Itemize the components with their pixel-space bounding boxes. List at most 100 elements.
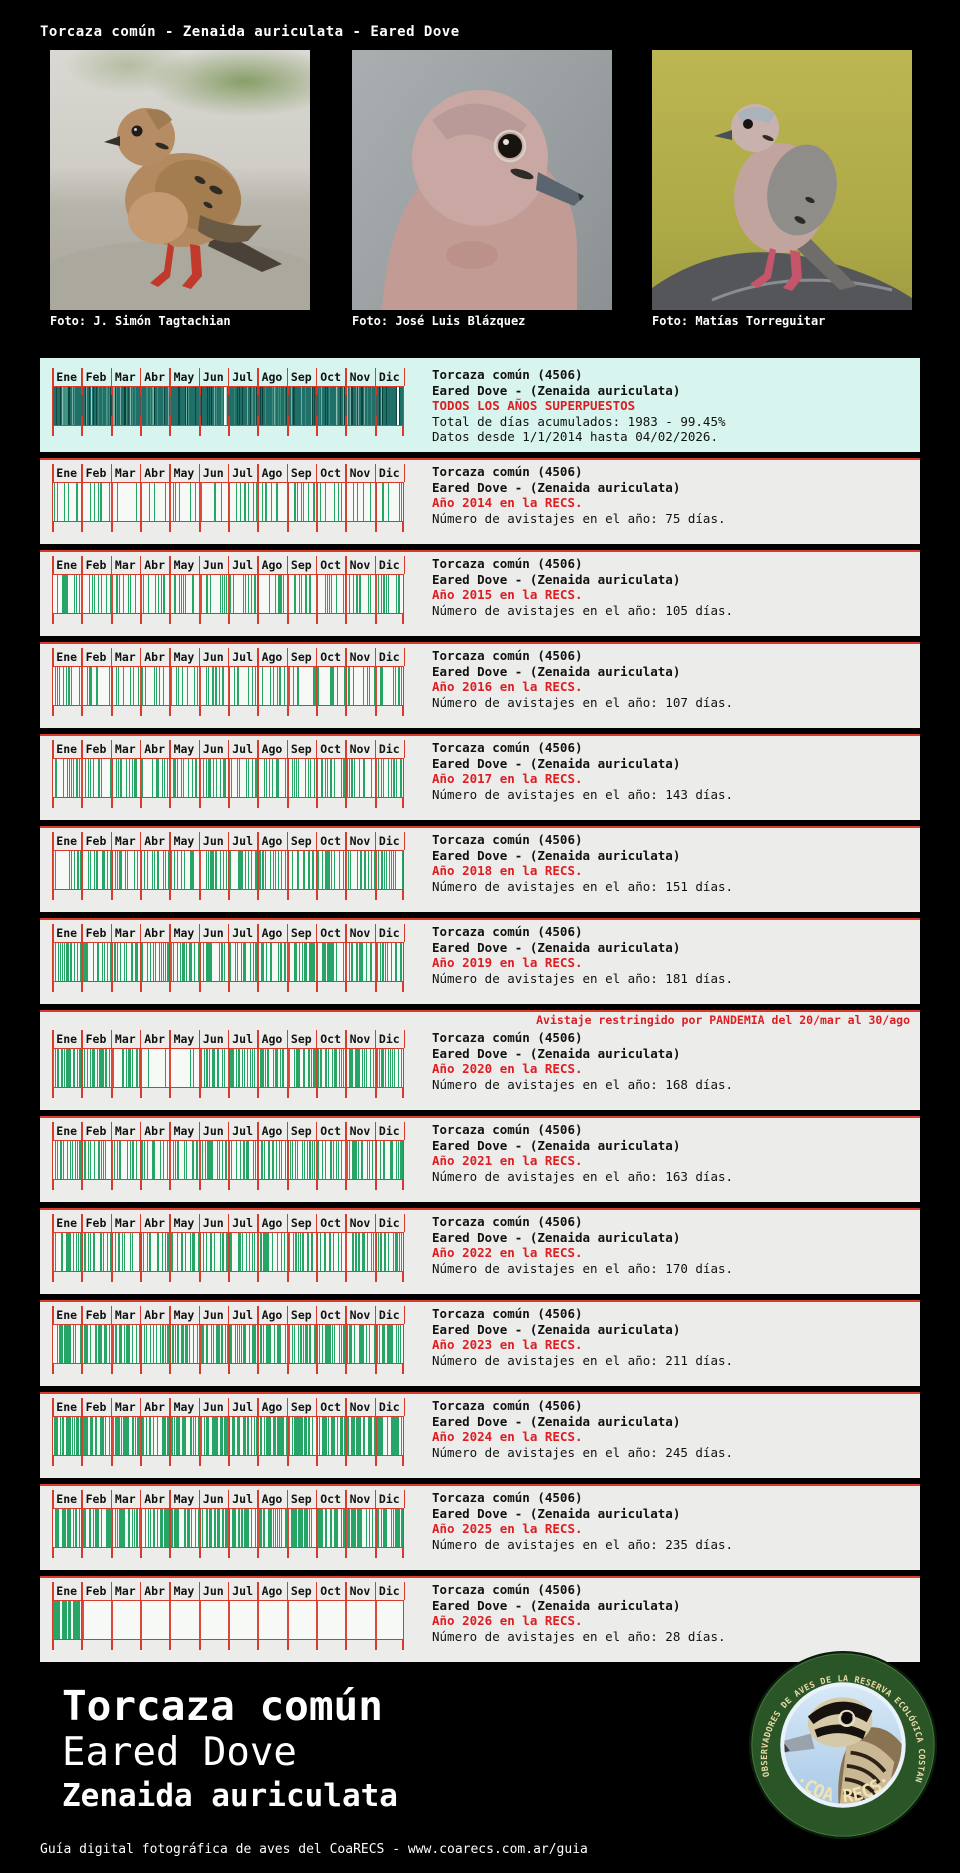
month-label: Dic bbox=[378, 558, 400, 572]
sighting-day-bar bbox=[223, 759, 226, 797]
month-label: Nov bbox=[349, 742, 371, 756]
year-panel-2025: Ene Feb Mar Abr May Jun Jul Ago Sep Oct Nov Dic Tor… bbox=[40, 1484, 920, 1570]
overlay-streak bbox=[97, 387, 99, 425]
month-header-divider bbox=[81, 1306, 83, 1324]
sighting-day-bar bbox=[54, 1509, 60, 1547]
sighting-day-bar bbox=[214, 483, 216, 521]
month-divider bbox=[110, 667, 113, 705]
month-label: Ene bbox=[56, 1492, 78, 1506]
sighting-day-bar bbox=[277, 667, 279, 705]
days-count-line: Número de avistajes en el año: 28 días. bbox=[432, 1628, 726, 1644]
month-label: Oct bbox=[320, 1584, 342, 1598]
month-tick bbox=[81, 1548, 84, 1558]
sighting-day-bar bbox=[86, 1049, 89, 1087]
sighting-day-bar bbox=[164, 1509, 170, 1547]
month-tick bbox=[316, 1180, 318, 1190]
sighting-day-bar bbox=[220, 1417, 223, 1455]
sighting-day-bar bbox=[236, 759, 238, 797]
sighting-day-bar bbox=[183, 1509, 186, 1547]
month-tick bbox=[257, 1364, 260, 1374]
sighting-day-bar bbox=[351, 943, 353, 981]
pandemic-note: Avistaje restringido por PANDEMIA del 20… bbox=[536, 1013, 910, 1027]
month-divider bbox=[257, 1325, 260, 1363]
sighting-day-bar bbox=[371, 1141, 373, 1179]
sighting-day-bar bbox=[71, 1417, 73, 1455]
sightings-chart: Ene Feb Mar Abr May Jun Jul Ago Sep Oct Nov Dic bbox=[52, 648, 406, 716]
month-divider bbox=[286, 759, 289, 797]
month-label: Nov bbox=[349, 1400, 371, 1414]
sighting-day-bar bbox=[53, 1233, 54, 1271]
sighting-day-bar bbox=[82, 1509, 87, 1547]
month-label: Jul bbox=[232, 926, 254, 940]
month-header-divider bbox=[345, 832, 347, 850]
sighting-day-bar bbox=[248, 1325, 251, 1363]
month-label: Abr bbox=[144, 650, 166, 664]
sighting-day-bar bbox=[105, 1141, 107, 1179]
overlay-streak bbox=[335, 387, 337, 425]
month-label: Abr bbox=[144, 742, 166, 756]
month-tick bbox=[81, 890, 84, 900]
sighting-day-bar bbox=[285, 1417, 287, 1455]
month-label: Oct bbox=[320, 370, 342, 384]
month-divider bbox=[140, 1141, 142, 1179]
sighting-day-bar bbox=[104, 943, 106, 981]
sighting-day-bar bbox=[373, 851, 375, 889]
panel-info: Torcaza común (4506) Eared Dove - (Zenai… bbox=[432, 924, 733, 986]
sightings-chart: Ene Feb Mar Abr May Jun Jul Ago Sep Oct Nov Dic bbox=[52, 368, 406, 436]
sighting-day-bar bbox=[69, 759, 71, 797]
sighting-day-bar bbox=[156, 1509, 158, 1547]
sighting-day-bar bbox=[74, 1509, 78, 1547]
month-tick bbox=[198, 1364, 201, 1374]
sighting-day-bar bbox=[333, 1233, 335, 1271]
overlay-streak bbox=[291, 387, 293, 425]
sightings-chart: Ene Feb Mar Abr May Jun Jul Ago Sep Oct Nov Dic bbox=[52, 740, 406, 808]
sighting-day-bar bbox=[379, 1325, 381, 1363]
sighting-day-bar bbox=[398, 1141, 400, 1179]
overlay-streak bbox=[324, 387, 326, 425]
sighting-day-bar bbox=[194, 1417, 197, 1455]
month-label: Dic bbox=[378, 370, 400, 384]
month-label: Dic bbox=[378, 834, 400, 848]
sighting-day-bar bbox=[368, 1141, 370, 1179]
sighting-day-bar bbox=[70, 943, 73, 981]
month-divider bbox=[257, 943, 260, 981]
sighting-day-bar bbox=[233, 667, 235, 705]
overlay-streak bbox=[66, 387, 68, 425]
month-label: Feb bbox=[85, 370, 107, 384]
sighting-day-bar bbox=[64, 483, 66, 521]
month-tick bbox=[52, 1548, 54, 1558]
sighting-day-bar bbox=[121, 1417, 123, 1455]
year-panel-2023: Ene Feb Mar Abr May Jun Jul Ago Sep Oct Nov Dic Tor… bbox=[40, 1300, 920, 1386]
sighting-day-bar bbox=[264, 1049, 266, 1087]
month-label: May bbox=[173, 1584, 195, 1598]
month-label: Mar bbox=[114, 1308, 136, 1322]
sighting-day-bar bbox=[272, 667, 274, 705]
sighting-day-bar bbox=[362, 759, 366, 797]
sighting-day-bar bbox=[131, 1325, 133, 1363]
sighting-day-bar bbox=[241, 943, 243, 981]
month-label: Nov bbox=[349, 926, 371, 940]
sighting-day-bar bbox=[287, 1417, 291, 1455]
month-divider bbox=[257, 1233, 260, 1271]
sighting-day-bar bbox=[156, 1233, 160, 1271]
month-label: Jun bbox=[202, 558, 224, 572]
sighting-day-bar bbox=[197, 1233, 200, 1271]
sighting-day-bar bbox=[146, 1233, 148, 1271]
sighting-day-bar bbox=[353, 575, 355, 613]
sighting-day-bar bbox=[127, 575, 129, 613]
sighting-day-bar bbox=[226, 575, 228, 613]
sighting-day-bar bbox=[366, 667, 368, 705]
sighting-day-bar bbox=[70, 851, 73, 889]
sighting-day-bar bbox=[280, 943, 283, 981]
sighting-day-bar bbox=[318, 1325, 321, 1363]
sighting-day-bar bbox=[201, 1509, 204, 1547]
sighting-day-bar bbox=[162, 851, 164, 889]
sighting-day-bar bbox=[84, 1233, 87, 1271]
month-tick bbox=[198, 1456, 201, 1466]
month-tick bbox=[257, 522, 260, 532]
month-divider bbox=[81, 667, 84, 705]
month-header-divider bbox=[227, 648, 230, 666]
sighting-day-bar bbox=[62, 1509, 66, 1547]
sighting-day-bar bbox=[320, 759, 324, 797]
month-header-divider bbox=[374, 556, 377, 574]
